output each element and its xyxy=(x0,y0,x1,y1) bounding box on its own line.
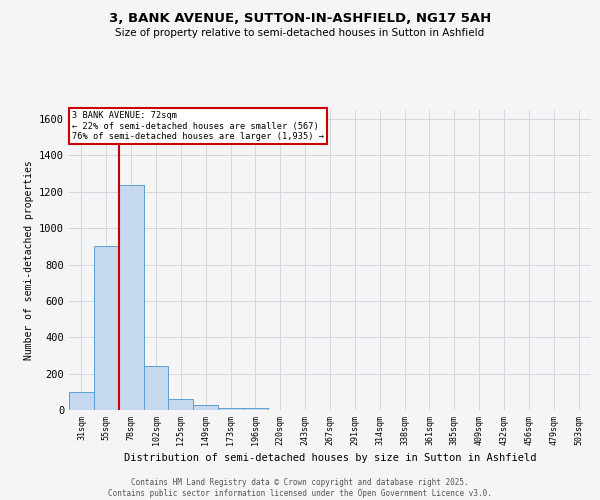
Text: Contains HM Land Registry data © Crown copyright and database right 2025.
Contai: Contains HM Land Registry data © Crown c… xyxy=(108,478,492,498)
Text: 3 BANK AVENUE: 72sqm
← 22% of semi-detached houses are smaller (567)
76% of semi: 3 BANK AVENUE: 72sqm ← 22% of semi-detac… xyxy=(71,112,323,142)
Bar xyxy=(169,399,193,410)
Bar xyxy=(94,246,119,410)
Bar xyxy=(119,184,143,410)
Bar xyxy=(243,408,268,410)
Bar xyxy=(193,406,218,410)
Bar xyxy=(143,366,169,410)
Text: 3, BANK AVENUE, SUTTON-IN-ASHFIELD, NG17 5AH: 3, BANK AVENUE, SUTTON-IN-ASHFIELD, NG17… xyxy=(109,12,491,26)
Y-axis label: Number of semi-detached properties: Number of semi-detached properties xyxy=(23,160,34,360)
X-axis label: Distribution of semi-detached houses by size in Sutton in Ashfield: Distribution of semi-detached houses by … xyxy=(124,453,536,463)
Text: Size of property relative to semi-detached houses in Sutton in Ashfield: Size of property relative to semi-detach… xyxy=(115,28,485,38)
Bar xyxy=(69,392,94,410)
Bar xyxy=(218,408,243,410)
